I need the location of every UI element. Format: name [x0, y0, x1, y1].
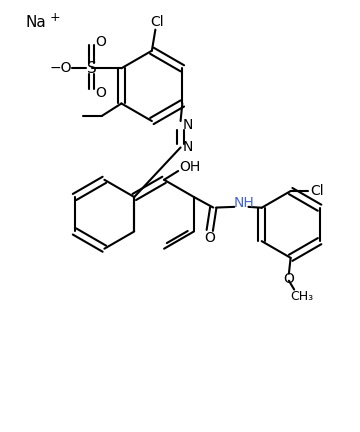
Text: O: O [95, 86, 106, 100]
Text: O: O [204, 231, 215, 245]
Text: S: S [87, 61, 96, 76]
Text: OH: OH [179, 160, 200, 175]
Text: −O: −O [49, 61, 72, 75]
Text: +: + [50, 11, 60, 24]
Text: Na: Na [26, 15, 46, 30]
Text: CH₃: CH₃ [290, 290, 314, 303]
Text: O: O [283, 272, 294, 286]
Text: N: N [183, 118, 193, 132]
Text: NH: NH [234, 196, 255, 210]
Text: Cl: Cl [310, 184, 324, 198]
Text: Cl: Cl [150, 15, 164, 29]
Text: O: O [95, 35, 106, 49]
Text: N: N [183, 140, 193, 154]
